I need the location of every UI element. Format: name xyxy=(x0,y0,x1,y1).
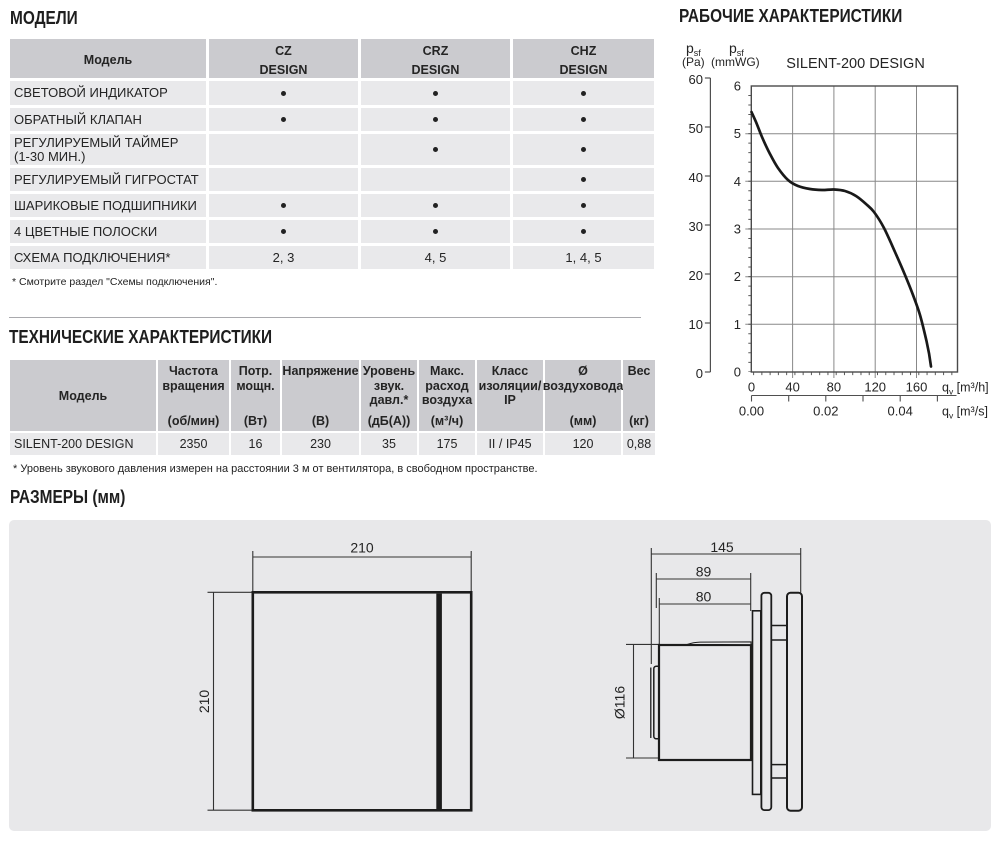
svg-text:80: 80 xyxy=(827,380,841,395)
svg-text:0.04: 0.04 xyxy=(888,404,913,419)
svg-text:1: 1 xyxy=(734,317,741,332)
svg-text:40: 40 xyxy=(785,380,799,395)
svg-text:80: 80 xyxy=(696,589,712,605)
svg-text:0.00: 0.00 xyxy=(739,404,764,419)
svg-text:145: 145 xyxy=(710,539,734,555)
svg-text:40: 40 xyxy=(689,170,703,185)
svg-text:10: 10 xyxy=(689,317,703,332)
svg-text:qv [m³/s]: qv [m³/s] xyxy=(942,405,988,421)
svg-text:160: 160 xyxy=(906,380,928,395)
svg-text:(Pa): (Pa) xyxy=(682,55,705,69)
svg-text:Ø116: Ø116 xyxy=(612,686,628,719)
svg-text:30: 30 xyxy=(689,219,703,234)
svg-text:3: 3 xyxy=(734,222,741,237)
svg-text:6: 6 xyxy=(734,79,741,94)
svg-text:89: 89 xyxy=(696,564,712,580)
svg-text:210: 210 xyxy=(196,690,212,714)
svg-text:210: 210 xyxy=(350,540,374,556)
svg-text:0.02: 0.02 xyxy=(813,404,838,419)
svg-text:0: 0 xyxy=(696,366,703,381)
svg-text:2: 2 xyxy=(734,269,741,284)
svg-text:0: 0 xyxy=(748,380,755,395)
svg-text:(mmWG): (mmWG) xyxy=(711,55,760,69)
svg-text:5: 5 xyxy=(734,126,741,141)
svg-text:4: 4 xyxy=(734,174,741,189)
svg-text:SILENT-200 DESIGN: SILENT-200 DESIGN xyxy=(786,56,925,72)
svg-text:20: 20 xyxy=(689,268,703,283)
svg-text:0: 0 xyxy=(734,365,741,380)
svg-text:50: 50 xyxy=(689,121,703,136)
svg-text:qv [m³/h]: qv [m³/h] xyxy=(942,381,989,397)
svg-text:120: 120 xyxy=(864,380,886,395)
svg-text:60: 60 xyxy=(689,72,703,87)
